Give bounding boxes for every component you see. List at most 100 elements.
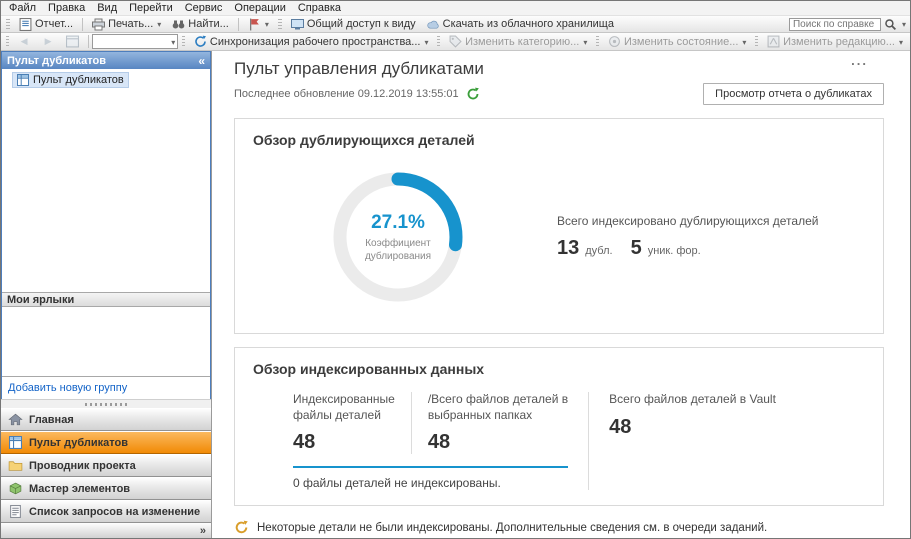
change-state-label: Изменить состояние...	[623, 35, 739, 48]
panel-header: Пульт дубликатов «	[2, 52, 210, 69]
secondary-toolbar: Синхронизация рабочего пространства... И…	[1, 33, 910, 51]
toolbar-grip[interactable]	[437, 36, 441, 47]
overflow-menu-button[interactable]: ...	[851, 53, 868, 68]
sidebar-item-project-explorer[interactable]: Проводник проекта	[1, 454, 211, 477]
menu-edit[interactable]: Правка	[48, 2, 86, 14]
back-arrow-icon	[18, 35, 31, 48]
window-icon	[65, 35, 79, 48]
toolbar-grip[interactable]	[277, 18, 282, 30]
content-area: Пульт дубликатов « Пульт дубликатов Мои …	[1, 51, 910, 538]
indexed-duplicates-label: Всего индексировано дублирующихся детале…	[557, 214, 819, 228]
warning-text: Некоторые детали не были индексированы. …	[257, 521, 768, 534]
column-divider	[410, 392, 412, 455]
sidebar-item-label: Список запросов на изменение	[29, 505, 201, 518]
menu-help[interactable]: Справка	[297, 2, 342, 14]
workspace-sync-button[interactable]: Синхронизация рабочего пространства...	[189, 33, 434, 50]
share-view-button[interactable]: Общий доступ к виду	[286, 16, 421, 33]
column-divider	[588, 392, 590, 491]
indexed-card-body: Индексированные файлы деталей 48 /Всего …	[293, 392, 865, 491]
change-revision-label: Изменить редакцию...	[783, 35, 895, 48]
sidebar-item-item-master[interactable]: Мастер элементов	[1, 477, 211, 500]
share-view-label: Общий доступ к виду	[306, 18, 416, 30]
toolbar-grip[interactable]	[755, 36, 759, 47]
find-button-label: Найти...	[188, 18, 229, 30]
expand-buttons-chevron[interactable]: »	[199, 524, 206, 537]
forward-arrow-icon	[42, 35, 55, 48]
change-revision-button[interactable]: Изменить редакцию...	[762, 33, 908, 50]
indexed-files-value: 48	[293, 431, 316, 454]
view-combobox[interactable]	[92, 34, 179, 49]
grid-icon	[17, 74, 29, 86]
sidebar-item-label: Мастер элементов	[29, 482, 131, 495]
chevron-down-icon	[156, 18, 161, 30]
item-cube-icon	[8, 482, 23, 495]
menu-tools[interactable]: Сервис	[184, 2, 223, 14]
main-toolbar: Отчет... Печать... Найти... Общий доступ…	[1, 16, 910, 33]
shortcuts-title: Мои ярлыки	[7, 293, 75, 306]
not-indexed-note: 0 файлы деталей не индексированы.	[293, 476, 501, 491]
tree-item-duplicates-dashboard[interactable]: Пульт дубликатов	[12, 72, 129, 88]
sidebar-splitter[interactable]	[1, 399, 211, 408]
add-new-group-link[interactable]: Добавить новую группу	[8, 382, 128, 394]
forward-button[interactable]	[37, 33, 60, 50]
shared-view-icon	[290, 18, 304, 31]
duplication-donut-chart: 27.1% Коэффициент дублирования	[325, 164, 471, 310]
menu-goto[interactable]: Перейти	[129, 2, 173, 14]
toolbar-grip[interactable]	[6, 36, 9, 47]
home-icon	[8, 413, 23, 426]
find-button[interactable]: Найти...	[167, 16, 234, 33]
sidebar-item-label: Проводник проекта	[29, 459, 136, 472]
toolbar-grip[interactable]	[182, 36, 185, 47]
menu-operations[interactable]: Операции	[234, 2, 286, 14]
collapse-panel-button[interactable]: «	[198, 53, 205, 68]
toolbar-separator	[237, 17, 239, 31]
chevron-down-icon	[582, 36, 587, 48]
total-selected-label: /Всего файлов деталей в выбранных папках	[427, 392, 569, 422]
refresh-button[interactable]	[466, 87, 480, 101]
menu-file[interactable]: Файл	[9, 2, 37, 14]
indexed-files-label: Индексированные файлы деталей	[293, 392, 395, 422]
sidebar-item-duplicates-dashboard[interactable]: Пульт дубликатов	[1, 431, 211, 454]
search-button[interactable]	[883, 17, 899, 31]
duplicates-panel: Пульт дубликатов « Пульт дубликатов Мои …	[1, 51, 211, 399]
chevron-down-icon	[170, 36, 175, 48]
print-button[interactable]: Печать...	[87, 16, 166, 33]
warning-row: Некоторые детали не были индексированы. …	[234, 520, 884, 535]
sidebar-item-change-orders[interactable]: Список запросов на изменение	[1, 500, 211, 523]
change-category-button[interactable]: Изменить категорию...	[444, 33, 592, 50]
help-search-input[interactable]	[788, 17, 881, 31]
change-state-button[interactable]: Изменить состояние...	[603, 33, 751, 50]
toolbar-grip[interactable]	[6, 18, 10, 30]
total-selected-column: /Всего файлов деталей в выбранных папках…	[428, 392, 568, 454]
flag-button[interactable]	[243, 16, 274, 33]
cloud-download-label: Скачать из облачного хранилища	[442, 18, 614, 30]
report-button[interactable]: Отчет...	[14, 16, 78, 33]
view-window-button[interactable]	[61, 33, 84, 50]
sidebar-item-home[interactable]: Главная	[1, 408, 211, 431]
shortcuts-area	[2, 307, 210, 377]
shortcuts-section-header[interactable]: Мои ярлыки	[2, 292, 210, 307]
chevron-down-icon	[423, 36, 428, 48]
toolbar-grip[interactable]	[596, 36, 599, 47]
page-title: Пульт управления дубликатами	[234, 59, 484, 78]
back-button[interactable]	[13, 33, 36, 50]
donut-arc	[333, 172, 463, 302]
refresh-icon	[467, 87, 479, 100]
duplicates-count: 13	[557, 237, 580, 259]
binoculars-icon	[172, 18, 185, 31]
tree-item-label: Пульт дубликатов	[33, 74, 124, 86]
navigation-tree: Пульт дубликатов	[2, 69, 210, 292]
chevron-down-icon[interactable]	[901, 18, 906, 30]
document-list-icon	[8, 505, 23, 518]
menu-view[interactable]: Вид	[97, 2, 118, 14]
search-icon	[884, 18, 897, 31]
duplicates-stats: Всего индексировано дублирующихся детале…	[557, 214, 818, 260]
state-icon	[608, 35, 621, 48]
cloud-icon	[427, 18, 440, 31]
cloud-download-button[interactable]: Скачать из облачного хранилища	[422, 16, 619, 33]
duplicates-card-body: 27.1% Коэффициент дублирования Всего инд…	[325, 164, 865, 310]
view-duplicates-report-button[interactable]: Просмотр отчета о дубликатах	[703, 83, 884, 105]
revision-icon	[767, 35, 780, 48]
unique-count: 5	[630, 237, 642, 259]
help-search-box	[788, 17, 908, 31]
